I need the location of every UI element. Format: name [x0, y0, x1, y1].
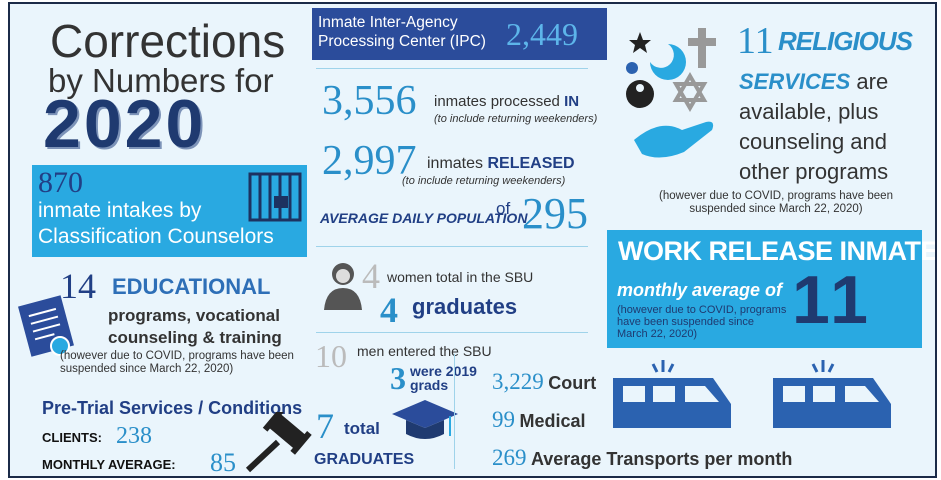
ipc-label: Inmate Inter-Agency Processing Center (I…	[318, 14, 508, 51]
total-number: 7	[316, 408, 334, 444]
woman-icon	[322, 260, 364, 310]
education-text: programs, vocational	[108, 307, 280, 324]
gavel-icon	[242, 412, 322, 474]
religious-text: other programs	[739, 161, 888, 183]
religious-text: SERVICES are	[739, 71, 888, 93]
jail-icon	[248, 172, 302, 222]
transport-label: Court	[548, 373, 596, 393]
women-graduates-label: graduates	[412, 296, 517, 318]
men-text: men entered the SBU	[357, 344, 492, 358]
prior-number: 3	[390, 362, 406, 394]
women-text: women total in the SBU	[387, 270, 533, 284]
education-note: (however due to COVID, programs have bee…	[60, 350, 315, 376]
monthly-number: 85	[210, 450, 236, 476]
transport-row: 99 Medical	[492, 408, 585, 431]
transport-row: 3,229 Court	[492, 370, 596, 393]
clients-number: 238	[116, 424, 152, 448]
work-release-number: 11	[792, 266, 872, 334]
released-label: inmates	[427, 155, 483, 172]
released-emphasis: RELEASED	[487, 155, 574, 172]
ipc-number: 2,449	[506, 18, 578, 50]
processed-emphasis: IN	[564, 93, 579, 110]
transport-number: 99	[492, 407, 515, 432]
page: Corrections by Numbers {"header": {"titl…	[0, 0, 941, 480]
religious-note: (however due to COVID, programs have bee…	[642, 190, 910, 216]
processed-number: 3,556	[322, 80, 417, 122]
intakes-number: 870	[38, 168, 83, 198]
intakes-text: Classification Counselors	[38, 226, 274, 247]
transport-label: Medical	[519, 411, 585, 431]
education-text: counseling & training	[108, 329, 282, 346]
men-number: 10	[315, 340, 347, 372]
infographic: Corrections by Numbers for 2020 870 inma…	[8, 2, 937, 478]
divider	[316, 246, 588, 247]
clients-label: CLIENTS:	[42, 431, 102, 444]
divider	[316, 332, 588, 333]
intakes-text: inmate intakes by	[38, 200, 201, 221]
processed-text: inmates processed IN	[434, 94, 579, 109]
transport-number: 3,229	[492, 369, 544, 394]
processed-label: inmates processed	[434, 93, 560, 110]
religious-connector: are	[856, 69, 888, 94]
prior-label: grads	[410, 378, 448, 392]
prior-label: were 2019	[410, 364, 477, 378]
population-number: 295	[522, 192, 588, 236]
women-number: 4	[362, 258, 380, 294]
education-heading: EDUCATIONAL	[112, 276, 270, 298]
body: Corrections by Numbers for 2020 870 inma…	[0, 0, 941, 480]
work-release-title: WORK RELEASE INMATES	[618, 238, 937, 265]
divider	[316, 68, 588, 69]
total-label: total	[344, 420, 380, 437]
population-connector: of	[496, 200, 510, 217]
religious-heading: SERVICES	[739, 69, 850, 94]
religious-text: available, plus	[739, 101, 878, 123]
transport-label: Average Transports per month	[531, 449, 792, 469]
released-note: (to include returning weekenders)	[402, 176, 565, 187]
title: Corrections	[50, 18, 285, 64]
religious-number: 11	[737, 22, 774, 60]
divider	[454, 354, 455, 469]
women-graduates-number: 4	[380, 292, 398, 328]
processed-note: (to include returning weekenders)	[434, 114, 597, 125]
cap-icon	[390, 396, 460, 460]
transport-number: 269	[492, 445, 527, 470]
year: 2020	[43, 90, 206, 158]
work-release-subtitle: monthly average of	[617, 281, 782, 299]
monthly-label: MONTHLY AVERAGE:	[42, 458, 176, 471]
transport-row: 269 Average Transports per month	[492, 446, 792, 469]
religious-heading: RELIGIOUS	[778, 28, 912, 54]
work-release-note: (however due to COVID, programs have bee…	[617, 304, 787, 340]
vans-icon	[605, 356, 905, 436]
released-text: inmates RELEASED	[427, 156, 575, 172]
religious-text: counseling and	[739, 131, 887, 153]
religion-icon	[620, 22, 730, 172]
